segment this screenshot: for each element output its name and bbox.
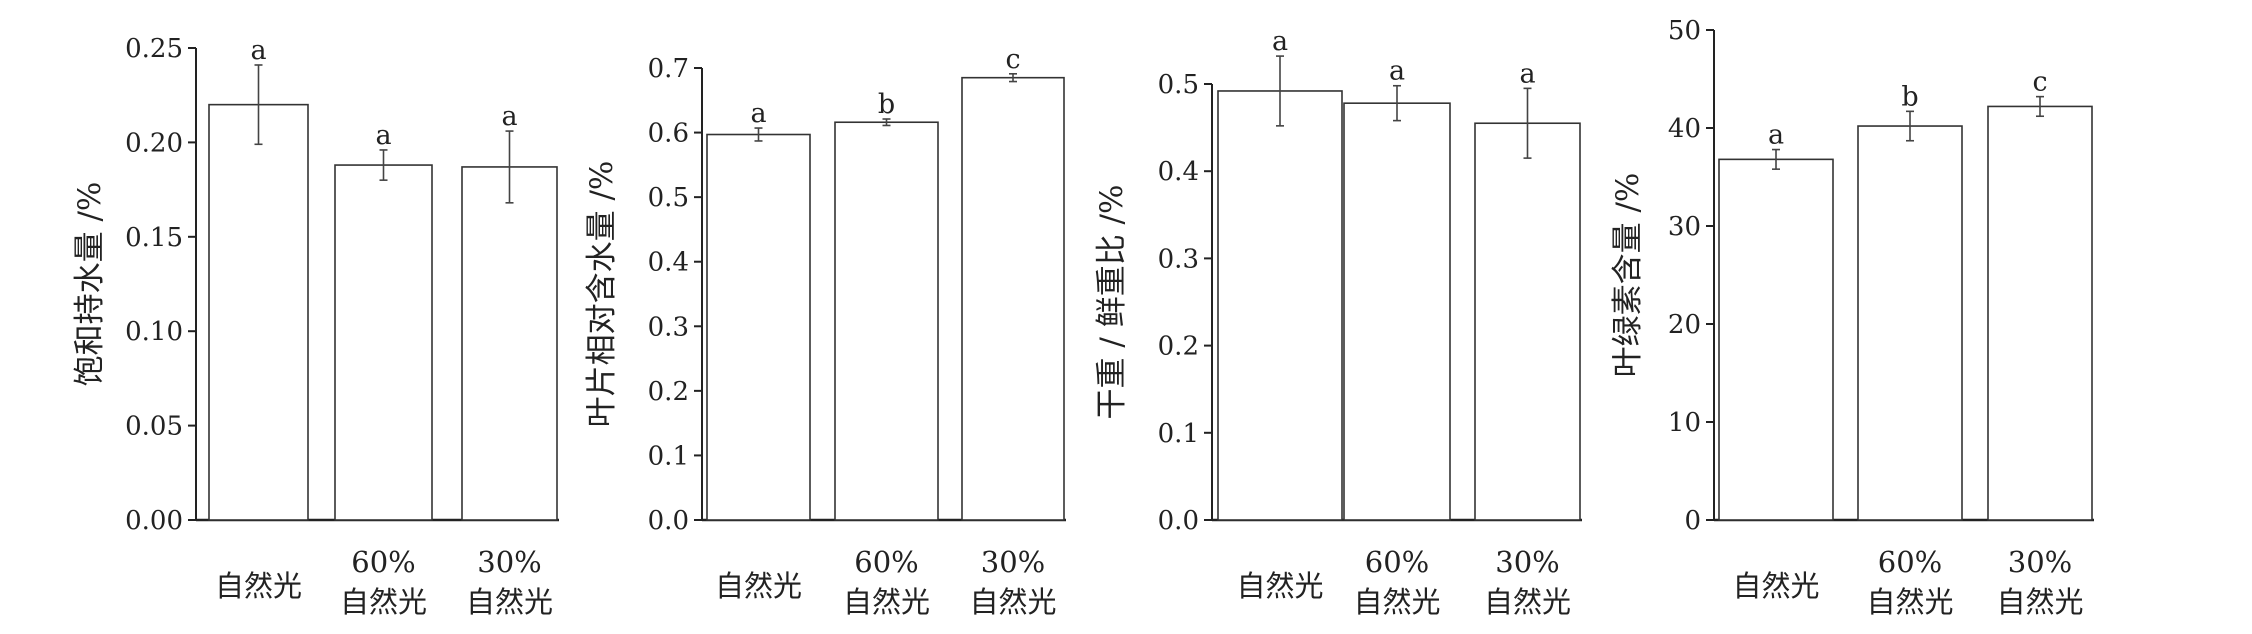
y-tick-label: 0.0 — [1158, 506, 1199, 536]
x-category-label: 自然光 — [843, 585, 930, 619]
bar — [1987, 105, 2093, 521]
bar — [461, 166, 558, 521]
x-category-label: 30% — [2008, 545, 2072, 579]
y-tick-label: 0.6 — [648, 119, 689, 149]
bar — [706, 133, 811, 521]
y-tick-label: 0.1 — [1158, 419, 1199, 449]
y-axis-title: 叶片相对含水量 /% — [584, 161, 620, 428]
y-axis-title: 叶绿素含量 /% — [1610, 173, 1646, 378]
y-tick-label: 0.4 — [1158, 157, 1199, 187]
x-category-label: 60% — [1878, 545, 1942, 579]
significance-letter: a — [1272, 26, 1288, 57]
y-tick-label: 0.05 — [125, 412, 183, 442]
x-category-label: 自然光 — [340, 585, 427, 619]
bar — [1217, 90, 1343, 521]
y-tick-label: 0.2 — [1158, 332, 1199, 362]
x-category-label: 自然光 — [1236, 569, 1323, 603]
y-tick-label: 30 — [1668, 212, 1701, 242]
y-tick-label: 0.4 — [648, 248, 689, 278]
y-axis-title: 干重 / 鲜重比 /% — [1094, 185, 1130, 420]
y-tick-label: 0.25 — [125, 34, 183, 64]
y-tick-label: 0.1 — [648, 441, 689, 471]
y-tick-label: 10 — [1668, 408, 1701, 438]
significance-letter: a — [375, 120, 391, 151]
y-tick-label: 50 — [1668, 16, 1701, 46]
bar — [961, 76, 1065, 521]
x-category-label: 60% — [1365, 545, 1429, 579]
significance-letter: a — [1519, 58, 1535, 89]
x-category-label: 自然光 — [215, 569, 302, 603]
bar — [1857, 125, 1963, 521]
bar — [1343, 102, 1451, 521]
significance-letter: c — [1005, 44, 1020, 75]
significance-letter: a — [750, 98, 766, 129]
x-category-label: 自然光 — [1484, 585, 1571, 619]
y-tick-label: 40 — [1668, 114, 1701, 144]
x-category-label: 自然光 — [715, 569, 802, 603]
x-category-label: 30% — [981, 545, 1045, 579]
x-category-label: 自然光 — [466, 585, 553, 619]
x-category-label: 30% — [477, 545, 541, 579]
x-category-label: 60% — [854, 545, 918, 579]
bar — [334, 164, 433, 521]
chart-panel-3: 0.0 0.1 0.2 0.3 0.4 0.5 干重 / 鲜重比 /% a 自然光 a 60% 自然光… — [1094, 26, 1582, 619]
y-axis-title: 饱和持水量 /% — [72, 182, 108, 387]
x-category-label: 自然光 — [1996, 585, 2083, 619]
y-tick-label: 0.2 — [648, 377, 689, 407]
chart-panel-1: 0.00 0.05 0.10 0.15 0.20 0.25 饱和持水量 /% a 自然光 a 60%… — [72, 34, 559, 619]
y-tick-label: 20 — [1668, 310, 1701, 340]
bar — [834, 121, 939, 521]
y-tick-label: 0.10 — [125, 317, 183, 347]
significance-letter: a — [1389, 56, 1405, 87]
significance-letter: a — [1768, 120, 1784, 151]
significance-letter: a — [501, 101, 517, 132]
significance-letter: b — [878, 89, 895, 120]
y-tick-label: 0.3 — [648, 312, 689, 342]
y-tick-label: 0.7 — [648, 54, 689, 84]
y-tick-label: 0 — [1684, 506, 1701, 536]
y-tick-label: 0.5 — [1158, 70, 1199, 100]
x-category-label: 自然光 — [1732, 569, 1819, 603]
significance-letter: c — [2032, 67, 2047, 98]
x-category-label: 30% — [1495, 545, 1559, 579]
y-tick-label: 0.15 — [125, 223, 183, 253]
significance-letter: a — [250, 35, 266, 66]
y-tick-label: 0.3 — [1158, 244, 1199, 274]
y-tick-label: 0.20 — [125, 128, 183, 158]
significance-letter: b — [1901, 81, 1918, 112]
y-tick-label: 0.00 — [125, 506, 183, 536]
y-tick-label: 0.0 — [648, 506, 689, 536]
y-tick-label: 0.5 — [648, 183, 689, 213]
bar — [1718, 158, 1834, 521]
bar — [1474, 122, 1581, 521]
bar — [208, 103, 309, 521]
chart-panel-2: 0.0 0.1 0.2 0.3 0.4 0.5 0.6 0.7 叶片相对含水量 /% a 自然光 b 6… — [584, 44, 1066, 619]
chart-panel-4: 0 10 20 30 40 50 叶绿素含量 /% a 自然光 b 60% 自然光 c 30% 自然光 — [1610, 16, 2094, 619]
x-category-label: 自然光 — [1353, 585, 1440, 619]
x-category-label: 自然光 — [1866, 585, 1953, 619]
x-category-label: 60% — [351, 545, 415, 579]
x-category-label: 自然光 — [969, 585, 1056, 619]
